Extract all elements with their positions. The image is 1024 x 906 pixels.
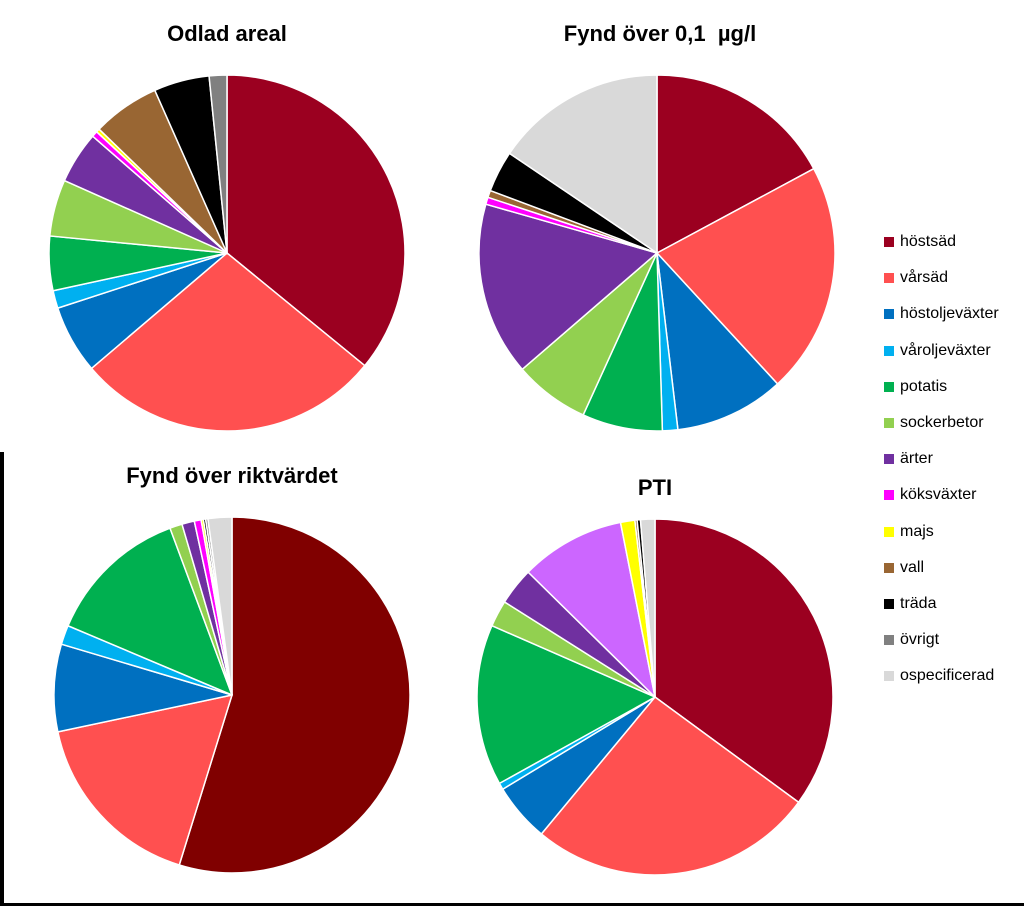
- pie-slice-hostsad: [226, 74, 406, 367]
- pie-title: Fynd över riktvärdet: [126, 463, 338, 488]
- left-border: [0, 452, 4, 906]
- legend-label: ärter: [900, 450, 933, 468]
- legend-item-vall: vall: [884, 550, 1024, 586]
- legend-swatch: [884, 345, 894, 356]
- pie-slice-arter: [478, 203, 658, 371]
- legend-swatch: [884, 598, 894, 609]
- legend-item-ovrigt: övrigt: [884, 622, 1024, 658]
- pie-fynd-over-01: [478, 74, 836, 432]
- bottom-border: [0, 903, 1024, 906]
- legend-item-koksvaxter: köksväxter: [884, 477, 1024, 513]
- legend-label: majs: [900, 522, 934, 540]
- legend-label: ospecificerad: [900, 667, 995, 685]
- pie-slice-hostsad: [654, 518, 834, 804]
- pie-slice-ovrigt: [208, 74, 228, 254]
- pie-slice-potatis: [476, 624, 656, 785]
- pie-title: Odlad areal: [167, 21, 287, 46]
- legend-item-ospecificerad: ospecificerad: [884, 658, 1024, 694]
- legend-label: höstsäd: [900, 233, 957, 251]
- legend-item-potatis: potatis: [884, 369, 1024, 405]
- pie-slice-potatis: [67, 527, 233, 696]
- pie-odlad-areal: [48, 74, 406, 432]
- legend-item-sockerbetor: sockerbetor: [884, 405, 1024, 441]
- legend-swatch: [884, 635, 894, 646]
- legend-item-arter: ärter: [884, 441, 1024, 477]
- legend-label: vårsäd: [900, 269, 949, 287]
- legend-label: potatis: [900, 377, 948, 395]
- pie-fynd-over-riktvardet: [53, 516, 411, 874]
- pie-title: PTI: [638, 475, 672, 500]
- pie-slice-hostoljevaxter: [656, 252, 779, 431]
- legend-item-hostsad: höstsäd: [884, 224, 1024, 260]
- legend-label: våroljeväxter: [900, 341, 991, 359]
- pie-slice-varsad: [540, 696, 800, 876]
- legend-item-varsad: vårsäd: [884, 260, 1024, 296]
- legend-label: träda: [900, 594, 937, 612]
- legend-label: köksväxter: [900, 486, 977, 504]
- pie-slice-ospecificerad: [207, 516, 233, 696]
- legend-swatch: [884, 490, 894, 501]
- legend-swatch: [884, 309, 894, 320]
- legend-label: höstoljeväxter: [900, 305, 999, 323]
- legend-swatch: [884, 381, 894, 392]
- legend: höstsäd vårsäd höstoljeväxter våroljeväxter…: [884, 224, 1024, 694]
- legend-item-majs: majs: [884, 514, 1024, 550]
- legend-swatch: [884, 237, 894, 248]
- legend-swatch: [884, 454, 894, 465]
- pie-slice-varsad: [57, 694, 233, 866]
- legend-label: övrigt: [900, 631, 940, 649]
- legend-swatch: [884, 562, 894, 573]
- pie-slice-hostsad: [178, 516, 411, 874]
- pie-slice-hostsad: [656, 74, 815, 254]
- pie-slice-ospecificerad: [639, 518, 656, 698]
- legend-swatch: [884, 418, 894, 429]
- legend-item-trada: träda: [884, 586, 1024, 622]
- legend-swatch: [884, 671, 894, 682]
- pie-slice-varsad: [656, 167, 836, 385]
- pie-slice-ospecificerad: [508, 74, 658, 254]
- legend-label: vall: [900, 558, 925, 576]
- pie-title: Fynd över 0,1 µg/l: [564, 21, 756, 46]
- pie-slice-koksvaxter: [527, 521, 656, 698]
- pie-slice-varsad: [90, 252, 366, 432]
- legend-item-varoljevaxter: våroljeväxter: [884, 333, 1024, 369]
- legend-swatch: [884, 526, 894, 537]
- legend-swatch: [884, 273, 894, 284]
- pie-pti: [476, 518, 834, 876]
- legend-item-hostoljevaxter: höstoljeväxter: [884, 296, 1024, 332]
- legend-label: sockerbetor: [900, 414, 984, 432]
